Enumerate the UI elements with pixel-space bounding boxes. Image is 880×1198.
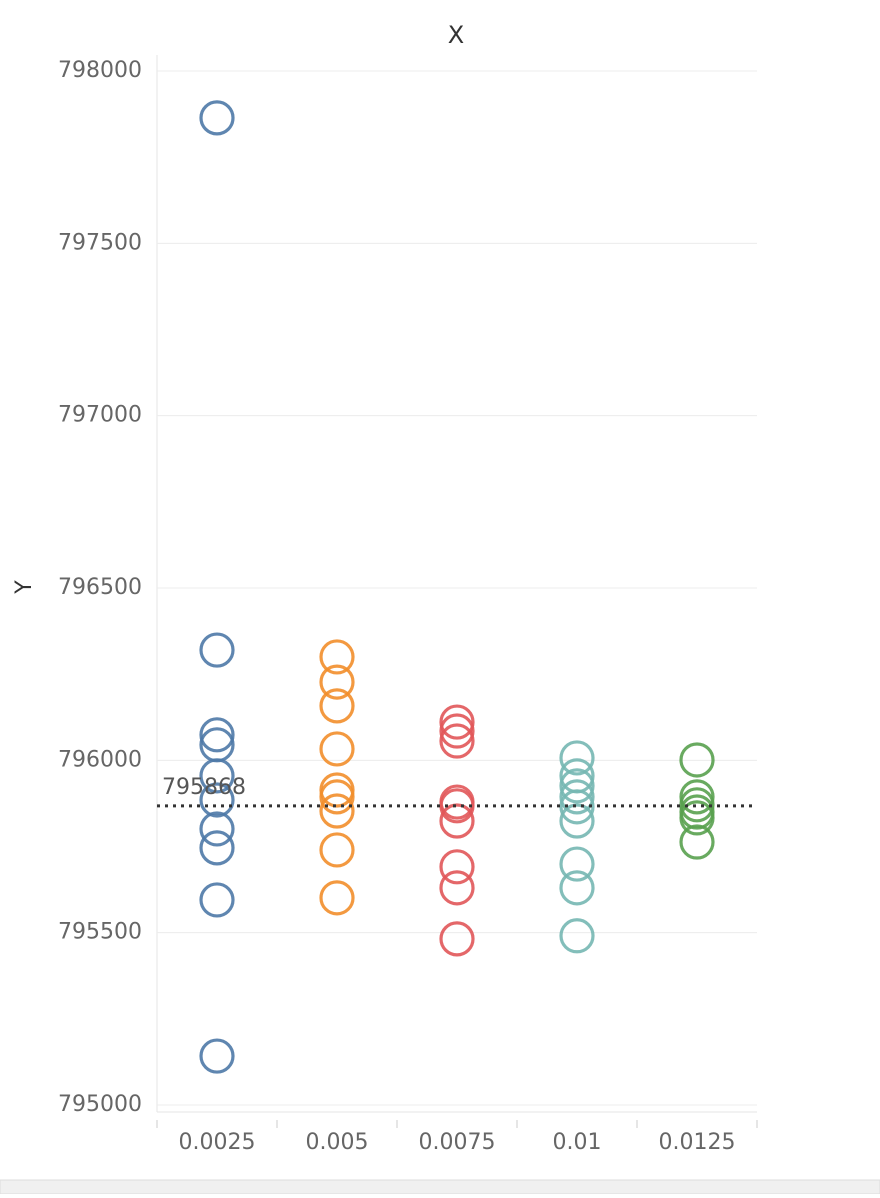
y-tick-label: 796500 xyxy=(58,575,142,600)
data-point xyxy=(319,639,355,675)
data-point xyxy=(319,880,355,916)
data-point xyxy=(559,918,595,954)
data-point xyxy=(199,632,235,668)
y-tick-label: 797000 xyxy=(58,403,142,428)
data-point xyxy=(559,779,595,815)
x-tick-label: 0.0125 xyxy=(659,1130,736,1155)
data-point xyxy=(439,849,475,885)
footer-bar xyxy=(0,1179,880,1195)
data-point xyxy=(319,688,355,724)
data-point xyxy=(199,717,235,753)
data-point xyxy=(439,723,475,759)
data-point xyxy=(679,779,715,815)
y-tick-label: 796000 xyxy=(58,747,142,772)
data-point xyxy=(559,768,595,804)
data-point xyxy=(559,870,595,906)
data-point xyxy=(199,100,235,136)
y-axis-label: Y xyxy=(12,580,37,595)
chart-title: X xyxy=(448,21,464,49)
data-point xyxy=(319,731,355,767)
reference-label: 795868 xyxy=(162,775,246,800)
x-tick-label: 0.0025 xyxy=(179,1130,256,1155)
data-point xyxy=(319,664,355,700)
data-point xyxy=(559,740,595,776)
data-point xyxy=(439,704,475,740)
data-point xyxy=(439,870,475,906)
x-tick-label: 0.01 xyxy=(553,1130,602,1155)
data-point xyxy=(199,758,235,794)
data-point xyxy=(319,793,355,829)
y-tick-label: 798000 xyxy=(58,58,142,83)
data-point xyxy=(439,921,475,957)
data-point xyxy=(199,811,235,847)
y-tick-label: 795000 xyxy=(58,1092,142,1117)
data-point xyxy=(199,882,235,918)
data-point xyxy=(559,803,595,839)
data-point xyxy=(559,846,595,882)
data-point xyxy=(199,1038,235,1074)
x-tick-label: 0.0075 xyxy=(419,1130,496,1155)
data-point xyxy=(679,742,715,778)
data-point xyxy=(439,788,475,824)
data-point xyxy=(199,782,235,818)
data-point xyxy=(439,803,475,839)
data-point xyxy=(439,713,475,749)
data-point xyxy=(679,800,715,836)
x-tick-label: 0.005 xyxy=(306,1130,369,1155)
y-tick-label: 795500 xyxy=(58,920,142,945)
data-point xyxy=(319,779,355,815)
data-point xyxy=(679,824,715,860)
y-tick-label: 797500 xyxy=(58,230,142,255)
data-point xyxy=(199,830,235,866)
data-point xyxy=(559,789,595,825)
data-point xyxy=(319,832,355,868)
